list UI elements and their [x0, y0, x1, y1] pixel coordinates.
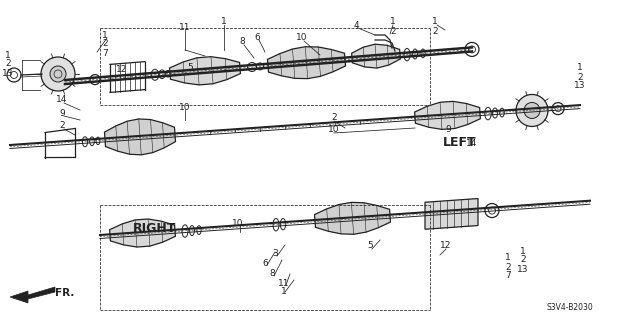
Text: 2: 2 [505, 262, 511, 271]
Text: 1: 1 [102, 30, 108, 39]
Text: 1: 1 [577, 63, 583, 73]
Polygon shape [425, 198, 478, 229]
Text: 11: 11 [278, 278, 290, 287]
Text: 2: 2 [520, 255, 526, 265]
Text: 8: 8 [239, 37, 245, 46]
Text: 5: 5 [187, 63, 193, 73]
Text: 2: 2 [5, 60, 11, 68]
Text: 7: 7 [102, 49, 108, 58]
Circle shape [516, 94, 548, 126]
Text: 6: 6 [262, 259, 268, 268]
Text: 1: 1 [390, 18, 396, 27]
Text: 2: 2 [432, 27, 438, 36]
Text: 7: 7 [505, 271, 511, 281]
Polygon shape [268, 47, 346, 79]
Text: 1: 1 [281, 287, 287, 297]
Text: 3: 3 [272, 249, 278, 258]
Polygon shape [314, 202, 390, 234]
Text: 14: 14 [56, 95, 68, 105]
Text: 10: 10 [296, 34, 308, 43]
Text: 1: 1 [432, 18, 438, 27]
Text: FR.: FR. [55, 288, 75, 298]
Polygon shape [415, 101, 481, 129]
Polygon shape [170, 57, 241, 85]
Text: 13: 13 [3, 68, 13, 77]
Text: 1: 1 [5, 51, 11, 60]
Polygon shape [10, 287, 55, 303]
Circle shape [524, 102, 540, 118]
Text: 10: 10 [179, 102, 191, 111]
Text: RIGHT: RIGHT [133, 221, 177, 235]
Text: 2: 2 [331, 114, 337, 123]
Text: 12: 12 [440, 242, 452, 251]
Text: 2: 2 [59, 122, 65, 131]
Text: 14: 14 [467, 139, 477, 148]
Text: 12: 12 [116, 66, 128, 75]
Polygon shape [109, 219, 175, 247]
Text: S3V4-B2030: S3V4-B2030 [547, 303, 593, 313]
Text: 1: 1 [520, 246, 526, 255]
Circle shape [552, 103, 564, 115]
Polygon shape [104, 119, 175, 155]
Circle shape [465, 43, 479, 56]
Text: 2: 2 [390, 27, 396, 36]
Circle shape [41, 57, 75, 91]
Text: 1: 1 [505, 253, 511, 262]
Circle shape [50, 66, 66, 82]
Text: 6: 6 [254, 33, 260, 42]
Polygon shape [351, 44, 401, 68]
Text: 11: 11 [179, 22, 191, 31]
Text: 9: 9 [445, 125, 451, 134]
Text: 10: 10 [232, 219, 244, 228]
Circle shape [7, 68, 21, 82]
Text: 1: 1 [221, 18, 227, 27]
Text: 8: 8 [269, 268, 275, 277]
Text: 10: 10 [328, 125, 340, 134]
Text: 13: 13 [517, 265, 529, 274]
Text: 13: 13 [574, 82, 586, 91]
Text: 9: 9 [59, 108, 65, 117]
Text: LEFT: LEFT [443, 137, 477, 149]
Circle shape [485, 204, 499, 218]
Text: 2: 2 [102, 39, 108, 49]
Text: 2: 2 [577, 73, 583, 82]
Text: 5: 5 [367, 242, 373, 251]
Text: 4: 4 [353, 20, 359, 29]
